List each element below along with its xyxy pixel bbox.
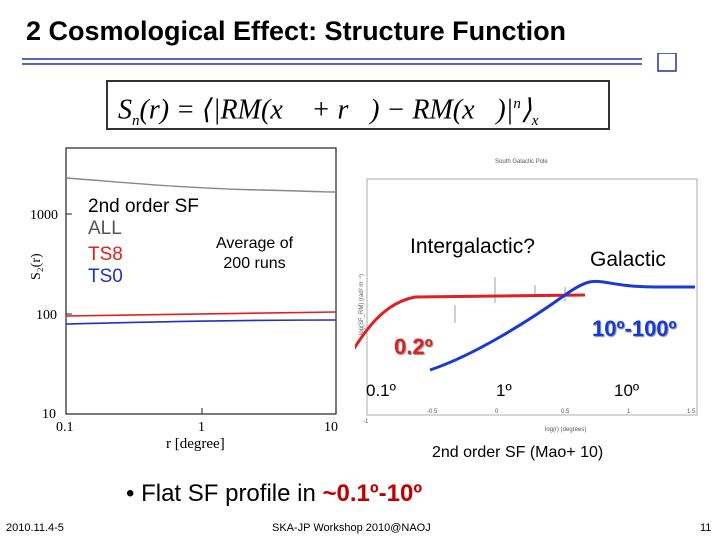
degree-tick-0.1: 0.1º bbox=[366, 381, 396, 400]
x-tick-1: 1 bbox=[198, 420, 205, 435]
inner-x-tick-15: 1.5 bbox=[687, 409, 696, 415]
footer-event: SKA-JP Workshop 2010@NAOJ bbox=[272, 522, 431, 534]
galactic-label: Galactic bbox=[590, 248, 666, 271]
average-note: Average of 200 runs bbox=[216, 235, 294, 272]
y-tick-100: 100 bbox=[36, 308, 57, 323]
left-x-axis-label: r [degree] bbox=[166, 436, 225, 452]
legend-ts0: TS0 bbox=[88, 266, 123, 287]
curve-all bbox=[65, 177, 337, 193]
galactic-range-label: 10º-100º bbox=[592, 316, 677, 341]
y-tick-10: 10 bbox=[42, 407, 56, 422]
curve-ts0 bbox=[65, 319, 337, 325]
page-number: 11 bbox=[700, 522, 712, 534]
y-axis-label: S₂(r) bbox=[30, 253, 44, 280]
inner-x-tick-0: 0 bbox=[495, 409, 499, 415]
intergalactic-label: Intergalactic? bbox=[410, 235, 535, 258]
y-tick-1000: 1000 bbox=[30, 208, 58, 223]
title-underline bbox=[22, 53, 677, 72]
red-sf-curve bbox=[355, 293, 586, 350]
degree-tick-1: 1º bbox=[496, 381, 512, 400]
degree-tick-10: 10º bbox=[614, 381, 640, 400]
inner-x-tick-m05: -0.5 bbox=[427, 409, 438, 415]
intergalactic-scale-label: 0.2º bbox=[394, 334, 433, 359]
inner-xlabel: log(r) (degrees) bbox=[545, 427, 586, 433]
right-sf-plot: South Galactic Pole log(r) (degrees) log… bbox=[355, 159, 698, 433]
inner-title: South Galactic Pole bbox=[495, 159, 548, 165]
structure-function-formula: Sn(r) = ⟨|RM(x⃗ + r⃗) − RM(x⃗)|n⟩x⃗ bbox=[118, 94, 551, 129]
bullet-point: • Flat SF profile in ~0.1º-10º bbox=[126, 480, 423, 507]
inner-x-tick-m1: -1 bbox=[363, 419, 369, 425]
left-sf-plot: 1000 100 10 0.1 1 10 S₂(r) r [degree] bbox=[30, 147, 338, 440]
curve-ts8 bbox=[65, 311, 337, 317]
x-tick-0.1: 0.1 bbox=[56, 420, 74, 435]
inner-x-tick-1: 1 bbox=[627, 409, 631, 415]
formula-box bbox=[106, 80, 610, 130]
footer-date: 2010.11.4-5 bbox=[6, 522, 64, 534]
slide-title: 2 Cosmological Effect: Structure Functio… bbox=[26, 16, 567, 46]
blue-sf-curve bbox=[429, 279, 695, 372]
legend-all: ALL bbox=[88, 218, 122, 239]
x-axis-label: r [degree] bbox=[170, 439, 225, 440]
inner-x-tick-05: 0.5 bbox=[561, 409, 570, 415]
right-plot-caption: 2nd order SF (Mao+ 10) bbox=[432, 444, 604, 461]
x-tick-10: 10 bbox=[324, 420, 338, 435]
inner-ylabel: log(SF_RM) (rad² m⁻⁴) bbox=[358, 274, 365, 335]
legend-title: 2nd order SF bbox=[88, 196, 199, 217]
legend-ts8: TS8 bbox=[88, 244, 123, 265]
